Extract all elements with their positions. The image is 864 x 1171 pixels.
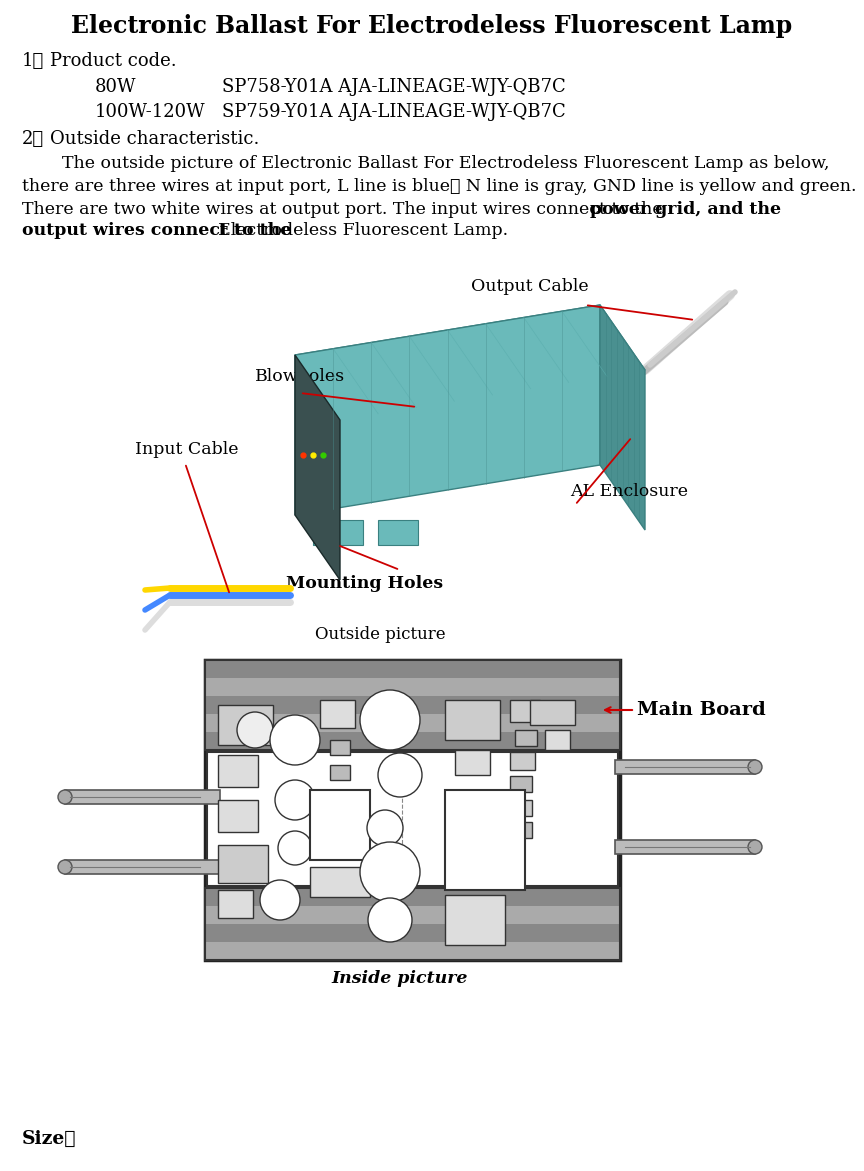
Bar bbox=[205, 714, 620, 732]
Ellipse shape bbox=[270, 715, 320, 765]
Bar bbox=[218, 800, 258, 833]
Text: There are two white wires at output port. The input wires connect to the: There are two white wires at output port… bbox=[22, 201, 668, 218]
Text: Electrodeless Fluorescent Lamp.: Electrodeless Fluorescent Lamp. bbox=[218, 222, 508, 239]
Text: Inside picture: Inside picture bbox=[332, 970, 468, 987]
Bar bbox=[207, 752, 618, 886]
Ellipse shape bbox=[367, 810, 403, 845]
Bar bbox=[510, 752, 535, 771]
Bar bbox=[510, 776, 532, 792]
Bar bbox=[445, 700, 500, 740]
Bar bbox=[510, 700, 540, 723]
Ellipse shape bbox=[58, 860, 72, 874]
Text: 80W: 80W bbox=[95, 78, 137, 96]
Bar bbox=[330, 740, 350, 755]
Text: Product code.: Product code. bbox=[50, 52, 176, 70]
Bar bbox=[205, 924, 620, 941]
Ellipse shape bbox=[237, 712, 273, 748]
Ellipse shape bbox=[360, 690, 420, 749]
Ellipse shape bbox=[378, 753, 422, 797]
Bar bbox=[205, 696, 620, 714]
Bar bbox=[615, 760, 755, 774]
Bar bbox=[218, 890, 253, 918]
Bar bbox=[205, 906, 620, 924]
Bar bbox=[545, 730, 570, 749]
Ellipse shape bbox=[748, 760, 762, 774]
Bar bbox=[320, 700, 355, 728]
Bar bbox=[510, 800, 532, 816]
Bar bbox=[515, 730, 537, 746]
Ellipse shape bbox=[275, 780, 315, 820]
Bar bbox=[445, 790, 525, 890]
Text: Output Cable: Output Cable bbox=[471, 278, 588, 295]
Text: 100W-120W: 100W-120W bbox=[95, 103, 206, 121]
Polygon shape bbox=[295, 355, 340, 580]
Bar bbox=[510, 822, 532, 838]
Bar bbox=[205, 660, 620, 960]
Ellipse shape bbox=[260, 879, 300, 920]
Polygon shape bbox=[295, 304, 600, 515]
Text: Main Board: Main Board bbox=[637, 701, 766, 719]
Ellipse shape bbox=[278, 831, 312, 865]
Ellipse shape bbox=[368, 898, 412, 941]
Text: SP758-Y01A AJA-LINEAGE-WJY-QB7C: SP758-Y01A AJA-LINEAGE-WJY-QB7C bbox=[222, 78, 566, 96]
Bar bbox=[65, 790, 220, 804]
Text: 2．: 2． bbox=[22, 130, 44, 148]
Bar bbox=[445, 895, 505, 945]
Bar bbox=[615, 840, 755, 854]
Text: Input Cable: Input Cable bbox=[135, 441, 238, 458]
Text: The outside picture of Electronic Ballast For Electrodeless Fluorescent Lamp as : The outside picture of Electronic Ballas… bbox=[62, 155, 829, 172]
Ellipse shape bbox=[748, 840, 762, 854]
Bar bbox=[310, 867, 370, 897]
Text: power grid, and the: power grid, and the bbox=[590, 201, 781, 218]
Text: AL Enclosure: AL Enclosure bbox=[570, 482, 688, 500]
Bar bbox=[330, 765, 350, 780]
Ellipse shape bbox=[360, 842, 420, 902]
Bar bbox=[205, 888, 620, 906]
Text: SP759-Y01A AJA-LINEAGE-WJY-QB7C: SP759-Y01A AJA-LINEAGE-WJY-QB7C bbox=[222, 103, 566, 121]
Text: output wires connect to the: output wires connect to the bbox=[22, 222, 297, 239]
Bar bbox=[218, 755, 258, 787]
Text: Blowholes: Blowholes bbox=[255, 368, 345, 385]
Text: Outside characteristic.: Outside characteristic. bbox=[50, 130, 259, 148]
Polygon shape bbox=[313, 520, 363, 545]
Text: Mounting Holes: Mounting Holes bbox=[287, 575, 443, 593]
Bar bbox=[218, 705, 273, 745]
Text: 1．: 1． bbox=[22, 52, 44, 70]
Text: Electronic Ballast For Electrodeless Fluorescent Lamp: Electronic Ballast For Electrodeless Flu… bbox=[72, 14, 792, 37]
Text: Outside picture: Outside picture bbox=[314, 626, 445, 643]
Bar bbox=[65, 860, 220, 874]
Bar bbox=[205, 678, 620, 696]
Bar bbox=[530, 700, 575, 725]
Polygon shape bbox=[600, 304, 645, 530]
Bar bbox=[205, 888, 620, 960]
Bar bbox=[310, 790, 370, 860]
Bar bbox=[205, 732, 620, 749]
Bar bbox=[205, 941, 620, 960]
Bar bbox=[205, 660, 620, 749]
Polygon shape bbox=[295, 304, 645, 420]
Bar bbox=[218, 845, 268, 883]
Bar bbox=[205, 660, 620, 678]
Polygon shape bbox=[378, 520, 417, 545]
Ellipse shape bbox=[58, 790, 72, 804]
Text: there are three wires at input port, L line is blue， N line is gray, GND line is: there are three wires at input port, L l… bbox=[22, 178, 856, 196]
Text: Size：: Size： bbox=[22, 1130, 77, 1148]
Bar bbox=[455, 749, 490, 775]
